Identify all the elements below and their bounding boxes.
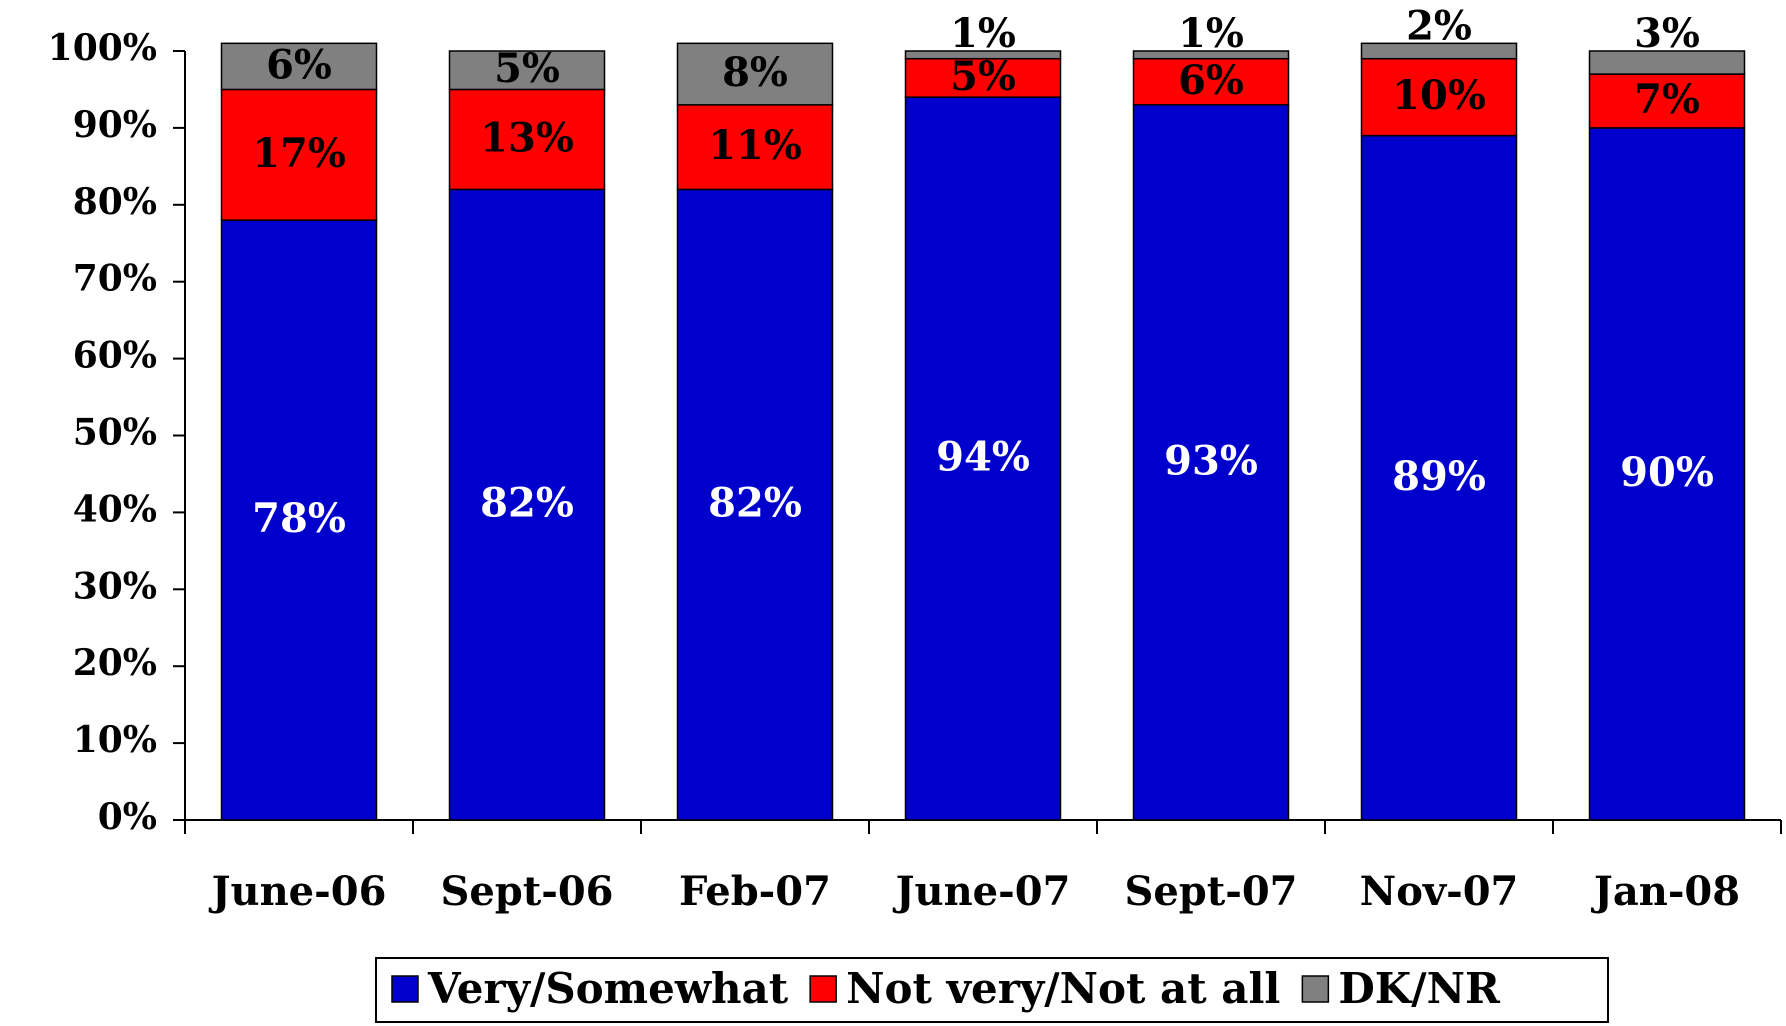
data-label: 3% <box>1634 10 1700 57</box>
data-label: 5% <box>494 45 560 92</box>
bar-segment <box>676 42 834 106</box>
legend-swatch <box>1301 975 1330 1003</box>
legend-swatch <box>391 975 419 1003</box>
legend-label: Very/Somewhat <box>427 964 789 1013</box>
legend-label: Not very/Not at all <box>846 964 1280 1013</box>
y-tick-label: 90% <box>73 104 157 146</box>
bar-segment <box>1588 127 1746 821</box>
data-label: 1% <box>1178 10 1244 57</box>
bar-segment <box>220 42 378 91</box>
bar-segment <box>448 50 606 91</box>
bar-segment <box>676 104 834 191</box>
data-label: 6% <box>266 41 332 88</box>
y-tick-label: 80% <box>73 181 157 223</box>
data-label: 6% <box>1178 57 1244 104</box>
legend: Very/Somewhat Not very/Not at all DK/NR <box>375 957 1609 1023</box>
y-tick-label: 0% <box>98 796 157 838</box>
y-tick-label: 50% <box>73 412 157 454</box>
data-label: 13% <box>480 114 574 161</box>
y-tick-label: 40% <box>73 488 157 530</box>
x-tick-label: Sept-07 <box>1124 868 1297 915</box>
data-label: 10% <box>1392 72 1486 119</box>
bar-segment <box>220 88 378 221</box>
x-tick-label: Nov-07 <box>1360 868 1519 915</box>
x-tick-label: Feb-07 <box>679 868 831 915</box>
bar-segment <box>1360 42 1518 60</box>
bar-segment <box>220 219 378 821</box>
y-tick-label: 10% <box>73 719 157 761</box>
bar-segment <box>1588 50 1746 75</box>
bar-segment <box>676 188 834 821</box>
x-tick-label: Jan-08 <box>1591 868 1740 915</box>
data-label: 90% <box>1620 449 1714 496</box>
data-label: 5% <box>950 53 1016 100</box>
bar-segment <box>1360 134 1518 821</box>
x-tick-label: June-07 <box>893 868 1071 915</box>
y-tick-label: 100% <box>48 27 157 69</box>
x-tick-label: June-06 <box>209 868 387 915</box>
bar-segment <box>1360 57 1518 137</box>
y-tick-label: 60% <box>73 335 157 377</box>
legend-label: DK/NR <box>1338 964 1501 1013</box>
data-label: 7% <box>1634 76 1700 123</box>
data-label: 78% <box>252 495 346 542</box>
bar-segment <box>904 96 1062 821</box>
bar-segment <box>904 50 1062 60</box>
bar-segment <box>1132 104 1290 821</box>
y-tick-label: 70% <box>73 258 157 300</box>
legend-swatch <box>809 975 837 1003</box>
y-tick-label: 30% <box>73 565 157 607</box>
legend-box <box>375 957 1609 1023</box>
data-label: 82% <box>708 480 802 527</box>
data-label: 1% <box>950 10 1016 57</box>
data-label: 94% <box>936 434 1030 481</box>
data-label: 2% <box>1406 2 1472 49</box>
data-label: 89% <box>1392 453 1486 500</box>
bar-segment <box>448 88 606 191</box>
y-tick-label: 20% <box>73 642 157 684</box>
bar-segment <box>1132 57 1290 106</box>
data-label: 17% <box>252 130 346 177</box>
x-tick-label: Sept-06 <box>440 868 613 915</box>
data-label: 8% <box>722 49 788 96</box>
data-label: 93% <box>1164 437 1258 484</box>
data-label: 82% <box>480 480 574 527</box>
data-label: 11% <box>708 122 802 169</box>
bar-segment <box>1132 50 1290 60</box>
